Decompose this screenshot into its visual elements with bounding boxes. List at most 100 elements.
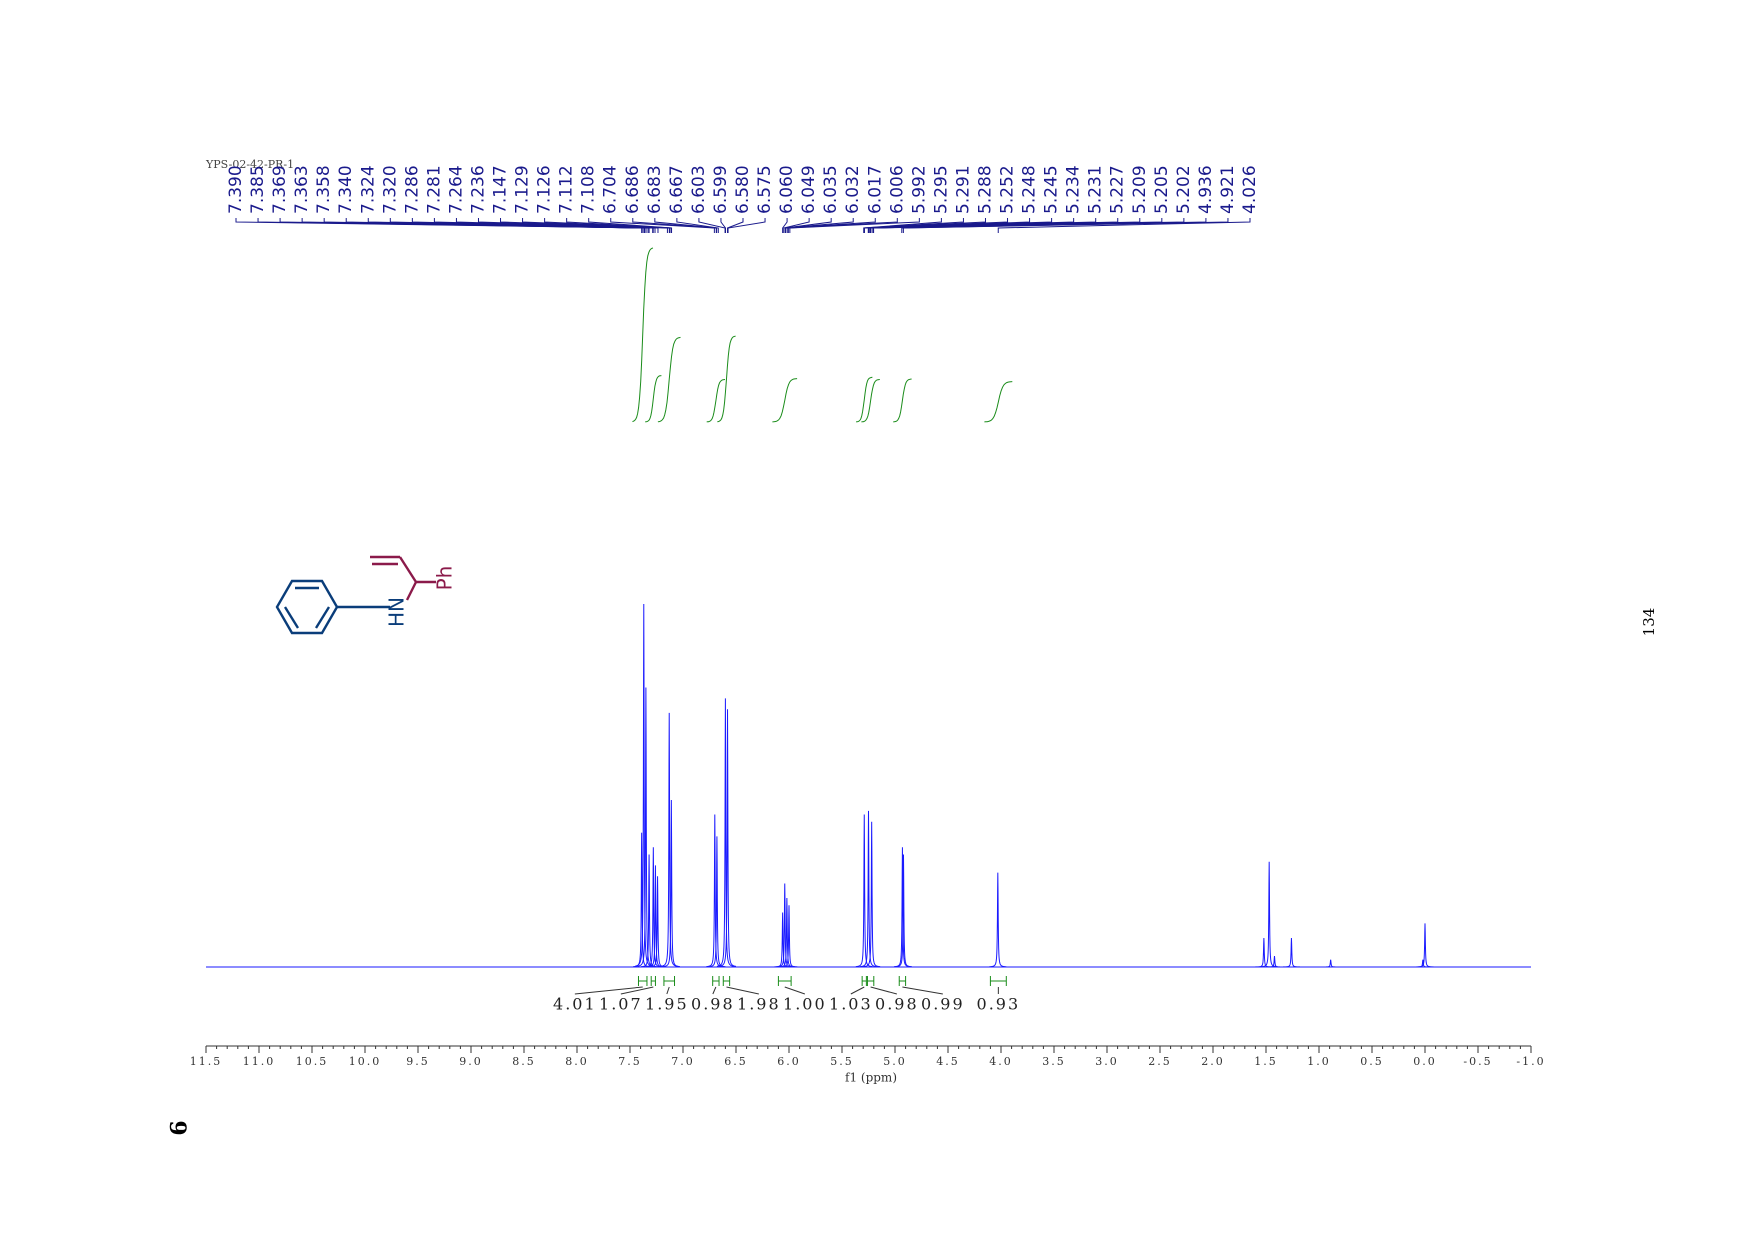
- integral-label: 1.03: [829, 995, 873, 1014]
- peak-label: 5.227: [1108, 165, 1128, 214]
- bond: [405, 581, 418, 601]
- integral-curve: [772, 378, 798, 423]
- peak-label: 7.369: [270, 165, 290, 214]
- integral-label: 4.01: [553, 995, 597, 1014]
- peak: [1416, 923, 1434, 968]
- integral-curve: [657, 336, 681, 423]
- integral-curve: [645, 375, 662, 423]
- peak-label: 6.006: [887, 165, 907, 214]
- integral-curve: [893, 378, 912, 423]
- peak-label: 7.147: [491, 165, 511, 214]
- peak-label: 6.049: [799, 165, 819, 214]
- peak-connector: [997, 218, 1251, 233]
- peak-label: 6.603: [689, 165, 709, 214]
- integral-curve: [706, 379, 726, 423]
- peak: [1260, 861, 1278, 968]
- peak-label: 6.599: [711, 165, 731, 214]
- peak-label: 7.281: [424, 165, 444, 214]
- peak-label: 5.295: [931, 165, 951, 214]
- peak-label: 7.363: [292, 165, 312, 214]
- integral-label: 0.98: [875, 995, 919, 1014]
- integral-connector: [574, 986, 643, 995]
- peak-label: 7.324: [358, 165, 378, 214]
- x-tick-label: 11.0: [243, 1055, 276, 1068]
- nh-label: HN: [385, 597, 409, 627]
- x-tick-label: 7.0: [671, 1055, 695, 1068]
- peak-label: 5.205: [1152, 165, 1172, 214]
- x-tick-label: 11.5: [190, 1055, 223, 1068]
- peak-connector: [588, 218, 673, 233]
- x-tick-label: -0.5: [1463, 1055, 1492, 1068]
- x-tick-label: 10.5: [296, 1055, 329, 1068]
- peak-label: 5.202: [1174, 165, 1194, 214]
- peak-connector: [786, 218, 876, 233]
- peak-connector: [654, 218, 718, 233]
- peak: [637, 687, 655, 967]
- integral-label: 0.98: [691, 995, 735, 1014]
- x-tick-label: 5.5: [830, 1055, 854, 1068]
- peak-connector: [902, 218, 1229, 233]
- peak-label: 5.252: [998, 165, 1018, 214]
- peak-label: 4.936: [1196, 165, 1216, 214]
- peak: [855, 814, 873, 968]
- x-tick-label: 6.5: [724, 1055, 748, 1068]
- peak: [660, 712, 678, 967]
- x-tick-label: 9.0: [459, 1055, 483, 1068]
- integral-connector: [712, 986, 717, 995]
- peak-label: 6.032: [843, 165, 863, 214]
- integral-label: 1.95: [645, 995, 689, 1014]
- peak-connector: [783, 218, 810, 233]
- integral-label: 0.99: [921, 995, 965, 1014]
- peak: [708, 836, 726, 968]
- x-tick-label: 0.5: [1360, 1055, 1384, 1068]
- peak-label: 7.390: [226, 165, 246, 214]
- peak-label: 7.320: [380, 165, 400, 214]
- peak-connector: [863, 218, 986, 233]
- peak: [780, 905, 798, 968]
- x-tick-label: 7.5: [618, 1055, 642, 1068]
- integral-connector: [666, 986, 670, 995]
- bond: [283, 606, 300, 629]
- peak: [716, 698, 734, 967]
- integral-label: 1.00: [783, 995, 827, 1014]
- peak-label: 4.026: [1240, 165, 1260, 214]
- peak-label: 6.017: [865, 165, 885, 214]
- peak: [894, 854, 913, 968]
- integral-connector: [850, 986, 865, 995]
- x-tick-label: 4.5: [936, 1055, 960, 1068]
- peak-label: 7.340: [336, 165, 356, 214]
- peak-label: 5.248: [1020, 165, 1040, 214]
- peak: [863, 821, 881, 968]
- ph-label: Ph: [433, 566, 457, 591]
- peak: [1266, 956, 1283, 968]
- peak-label: 7.108: [579, 165, 599, 214]
- peak-label: 5.234: [1064, 165, 1084, 214]
- integral-label: 0.93: [977, 995, 1021, 1014]
- peak-label: 7.358: [314, 165, 334, 214]
- peak: [989, 872, 1007, 968]
- peak-label: 6.704: [601, 165, 621, 214]
- peak-connector: [785, 218, 854, 233]
- peak: [776, 883, 794, 968]
- peak: [859, 810, 878, 968]
- peak-label: 5.291: [953, 165, 973, 214]
- peak-connector: [676, 218, 719, 233]
- peak-label: 7.112: [557, 165, 577, 214]
- x-tick-label: 3.5: [1042, 1055, 1066, 1068]
- bond: [398, 556, 418, 583]
- x-tick-label: 2.5: [1148, 1055, 1172, 1068]
- integral-label: 1.98: [737, 995, 781, 1014]
- title: YPS-02-42-PR-1: [205, 158, 294, 171]
- x-tick-label: 4.0: [989, 1055, 1013, 1068]
- peak-connector: [610, 218, 715, 233]
- x-tick-label: 1.5: [1254, 1055, 1278, 1068]
- peak-label: 6.575: [755, 165, 775, 214]
- peak-label: 5.245: [1042, 165, 1062, 214]
- peak-label: 5.288: [975, 165, 995, 214]
- peak-label: 6.060: [777, 165, 797, 214]
- integral-connector: [784, 986, 806, 995]
- bond: [314, 606, 331, 629]
- integral-connector: [726, 986, 759, 995]
- peak-connector: [727, 218, 744, 233]
